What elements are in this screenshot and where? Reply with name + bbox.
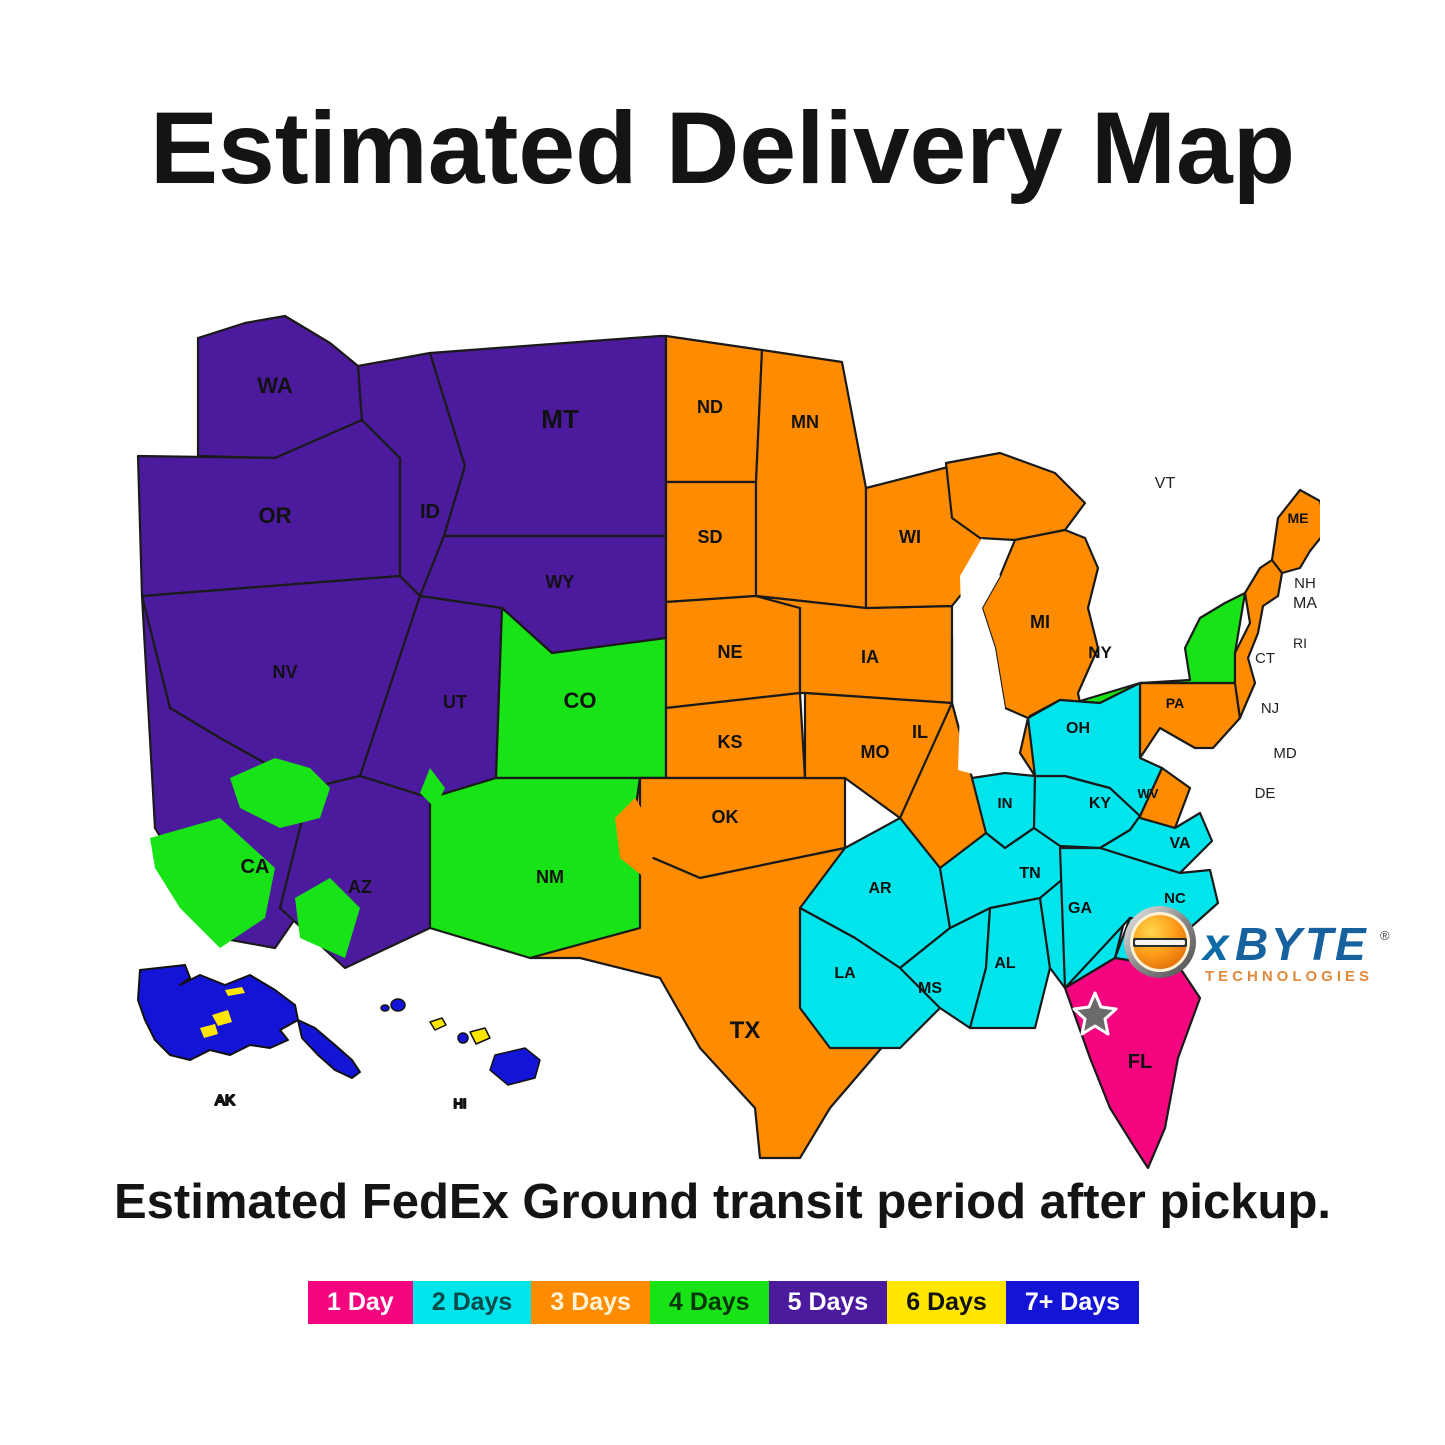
svg-text:WV: WV — [1138, 786, 1159, 801]
svg-text:UT: UT — [443, 692, 467, 712]
svg-text:AR: AR — [868, 880, 892, 897]
svg-text:VT: VT — [1155, 475, 1176, 492]
svg-text:AZ: AZ — [348, 877, 372, 897]
svg-text:OR: OR — [259, 503, 292, 528]
svg-text:CO: CO — [564, 688, 597, 713]
svg-text:NJ: NJ — [1261, 700, 1279, 717]
svg-text:MT: MT — [541, 404, 579, 434]
svg-text:MI: MI — [1030, 612, 1050, 632]
svg-text:KS: KS — [717, 732, 742, 752]
svg-text:TN: TN — [1019, 865, 1040, 882]
svg-text:DE: DE — [1255, 785, 1276, 802]
svg-text:CT: CT — [1255, 650, 1275, 667]
svg-text:MA: MA — [1293, 595, 1317, 612]
svg-text:MN: MN — [791, 412, 819, 432]
svg-text:B: B — [1235, 918, 1267, 970]
svg-text:MD: MD — [1273, 745, 1296, 762]
svg-text:NV: NV — [272, 662, 297, 682]
svg-text:PA: PA — [1166, 695, 1184, 711]
svg-text:Y: Y — [1271, 918, 1306, 970]
svg-text:MO: MO — [861, 742, 890, 762]
svg-text:WI: WI — [899, 527, 921, 547]
svg-text:NY: NY — [1088, 643, 1112, 662]
svg-text:CA: CA — [241, 856, 270, 878]
svg-text:ID: ID — [420, 501, 440, 523]
svg-text:LA: LA — [834, 965, 856, 982]
svg-text:IN: IN — [998, 795, 1013, 812]
svg-text:x: x — [1200, 918, 1231, 970]
svg-text:AL: AL — [994, 955, 1016, 972]
svg-text:RI: RI — [1293, 635, 1307, 651]
svg-text:GA: GA — [1068, 900, 1092, 917]
svg-text:KY: KY — [1089, 795, 1112, 812]
svg-text:®: ® — [1380, 928, 1390, 943]
svg-text:OH: OH — [1066, 720, 1090, 737]
svg-text:E: E — [1335, 918, 1367, 970]
svg-text:IL: IL — [912, 722, 928, 742]
svg-text:HI: HI — [454, 1096, 467, 1111]
svg-text:VA: VA — [1169, 835, 1190, 852]
svg-text:ME: ME — [1288, 510, 1309, 526]
svg-text:MS: MS — [918, 980, 942, 997]
svg-text:TECHNOLOGIES: TECHNOLOGIES — [1205, 968, 1373, 985]
svg-text:NH: NH — [1294, 575, 1316, 592]
svg-text:NE: NE — [717, 642, 742, 662]
svg-text:OK: OK — [712, 807, 739, 827]
svg-text:IA: IA — [861, 647, 879, 667]
svg-text:T: T — [1305, 918, 1337, 970]
svg-text:NM: NM — [536, 867, 564, 887]
svg-text:ND: ND — [697, 397, 723, 417]
svg-text:WA: WA — [257, 373, 293, 398]
svg-text:WY: WY — [546, 572, 575, 592]
svg-text:FL: FL — [1128, 1051, 1152, 1073]
svg-text:TX: TX — [730, 1017, 761, 1044]
svg-text:SD: SD — [697, 527, 722, 547]
svg-text:AK: AK — [215, 1092, 235, 1109]
